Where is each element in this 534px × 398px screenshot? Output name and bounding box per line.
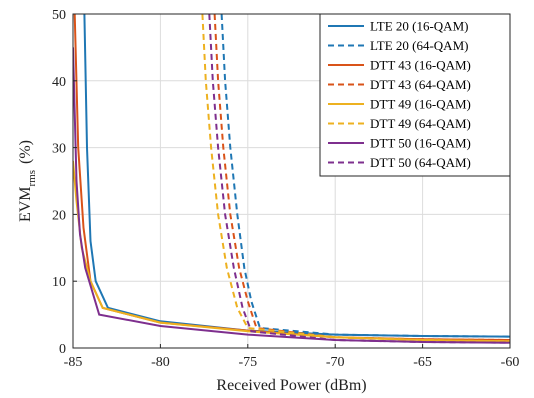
y-tick-label: 30 xyxy=(52,142,66,157)
legend-label: DTT 43 (64-QAM) xyxy=(370,77,471,92)
y-tick-label: 50 xyxy=(52,8,66,23)
legend-label: DTT 50 (16-QAM) xyxy=(370,136,471,151)
series-line-lte-20-64-qam xyxy=(220,14,510,338)
y-tick-label: 10 xyxy=(52,275,66,290)
plot-frame xyxy=(72,13,511,349)
x-axis-title: Received Power (dBm) xyxy=(216,377,366,394)
x-tick-label: -60 xyxy=(501,355,520,370)
series-line-dtt-49-64-qam xyxy=(201,14,510,343)
legend-label: DTT 43 (16-QAM) xyxy=(370,58,471,73)
x-tick-label: -80 xyxy=(151,355,170,370)
series-line-dtt-50-64-qam xyxy=(208,14,510,344)
series-group xyxy=(73,14,510,344)
legend: LTE 20 (16-QAM) LTE 20 (64-QAM) DTT 43 (16… xyxy=(319,13,511,177)
y-tick-label: 20 xyxy=(52,208,66,223)
legend-label: DTT 49 (64-QAM) xyxy=(370,116,471,131)
legend-label: DTT 50 (64-QAM) xyxy=(370,155,471,170)
legend-label: DTT 49 (16-QAM) xyxy=(370,97,471,112)
x-tick-label: -70 xyxy=(326,355,345,370)
y-tick-label: 40 xyxy=(52,75,66,90)
y-axis-title: EVMrms (%) xyxy=(17,140,38,222)
y-axis-title-main: EVM xyxy=(17,186,34,222)
legend-box xyxy=(319,13,511,177)
y-tick-label: 0 xyxy=(59,342,66,357)
x-tick-label: -85 xyxy=(64,355,83,370)
y-axis-title-unit: (%) xyxy=(17,140,34,164)
series-line-lte-20-16-qam xyxy=(83,14,510,338)
series-line-dtt-49-16-qam xyxy=(73,160,510,343)
legend-label: LTE 20 (16-QAM) xyxy=(370,19,468,34)
ticks: -85 -80 -75 -70 -65 -60 0 10 20 30 40 50 xyxy=(52,8,519,370)
y-axis-title-sub: rms xyxy=(26,170,38,187)
x-tick-label: -65 xyxy=(413,355,432,370)
legend-label: LTE 20 (64-QAM) xyxy=(370,38,468,53)
series-line-dtt-50-16-qam xyxy=(73,47,510,344)
x-tick-label: -75 xyxy=(238,355,257,370)
